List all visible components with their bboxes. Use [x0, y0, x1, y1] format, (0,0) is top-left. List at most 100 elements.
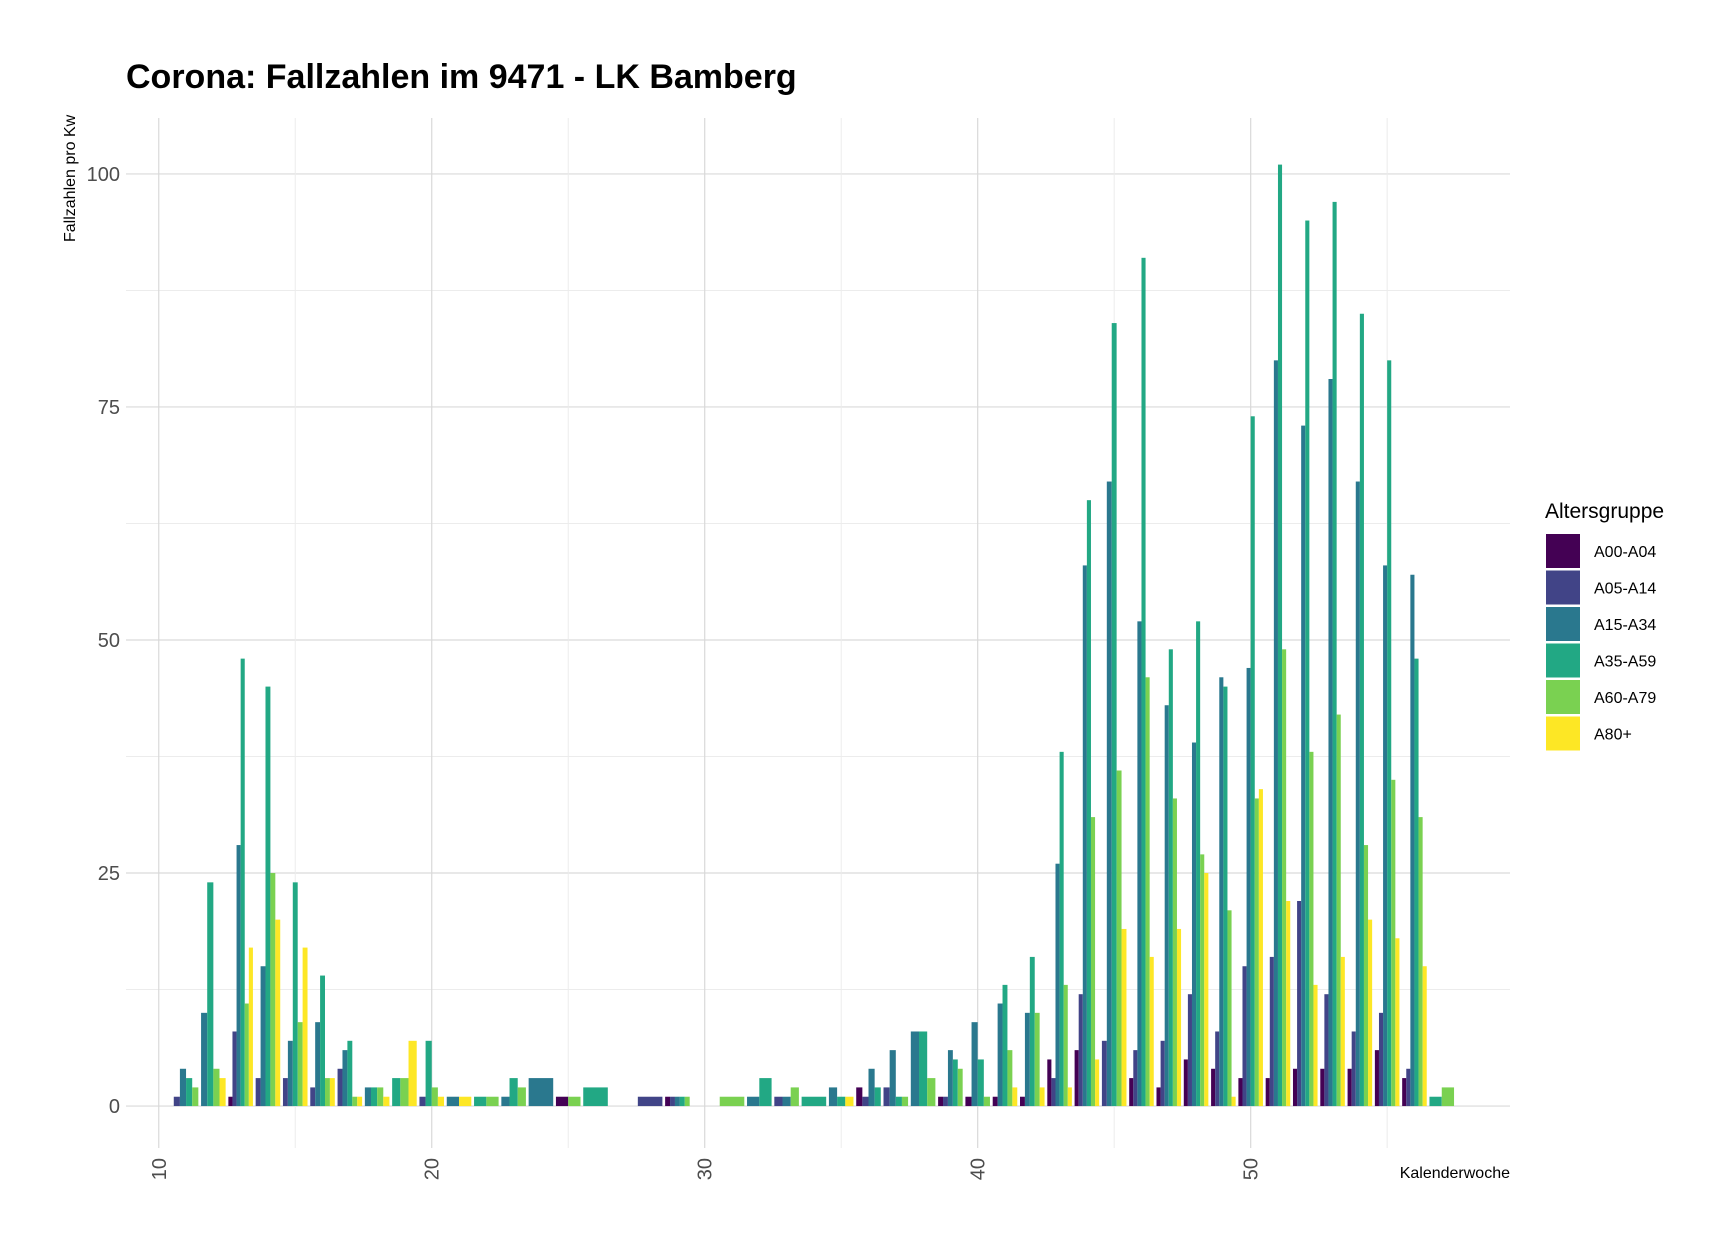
bar-week-51-A15-A34 — [1273, 360, 1278, 1107]
bar-week-16-A15-A34 — [315, 1022, 321, 1107]
bar-week-38-A35-A59 — [919, 1031, 928, 1107]
bar-week-14-A60-A79 — [270, 873, 276, 1107]
bar-week-39-A05-A14 — [943, 1096, 948, 1107]
bar-week-26-A35-A59 — [583, 1087, 608, 1107]
bar-week-49-A35-A59 — [1223, 686, 1228, 1107]
bar-week-13-A80+ — [248, 947, 253, 1107]
bar-week-25-A00-A04 — [555, 1096, 569, 1107]
bar-week-44-A80+ — [1095, 1059, 1100, 1107]
legend-label-A35-A59: A35-A59 — [1594, 654, 1656, 671]
legend-swatch-A35-A59 — [1546, 643, 1580, 678]
bar-week-12-A15-A34 — [201, 1012, 208, 1107]
chart-title: Corona: Fallzahlen im 9471 - LK Bamberg — [126, 58, 797, 96]
bar-week-56-A00-A04 — [1402, 1078, 1407, 1107]
y-axis-ticks: 0 25 50 75 100 — [87, 164, 120, 1118]
bar-week-56-A60-A79 — [1418, 817, 1423, 1107]
bar-week-17-A05-A14 — [337, 1068, 343, 1107]
bar-week-23-A15-A34 — [501, 1096, 510, 1107]
bar-week-44-A15-A34 — [1082, 565, 1087, 1107]
bar-week-40-A15-A34 — [971, 1022, 978, 1107]
bar-week-17-A60-A79 — [352, 1096, 358, 1107]
bar-week-52-A05-A14 — [1297, 900, 1302, 1107]
y-tick-label: 50 — [98, 630, 120, 652]
bar-week-49-A60-A79 — [1227, 910, 1232, 1107]
bar-week-15-A35-A59 — [292, 882, 298, 1107]
bar-week-42-A80+ — [1039, 1087, 1045, 1107]
bar-week-43-A15-A34 — [1055, 863, 1060, 1107]
bar-week-50-A15-A34 — [1246, 667, 1251, 1107]
bar-week-40-A35-A59 — [977, 1059, 984, 1107]
bar-week-35-A80+ — [845, 1096, 854, 1107]
bar-week-13-A15-A34 — [236, 845, 241, 1107]
bar-week-13-A05-A14 — [232, 1031, 237, 1107]
bar-week-47-A35-A59 — [1168, 649, 1173, 1107]
bar-week-37-A15-A34 — [889, 1050, 896, 1107]
legend-label-A00-A04: A00-A04 — [1594, 544, 1656, 561]
bar-week-25-A60-A79 — [568, 1096, 581, 1107]
y-tick-label: 25 — [98, 863, 120, 885]
bar-week-48-A80+ — [1204, 873, 1209, 1107]
bar-week-14-A80+ — [275, 919, 281, 1107]
bar-week-49-A05-A14 — [1215, 1031, 1220, 1107]
bar-week-39-A35-A59 — [952, 1059, 958, 1107]
bar-week-41-A35-A59 — [1002, 984, 1008, 1107]
bar-week-50-A05-A14 — [1242, 966, 1247, 1107]
bar-week-47-A00-A04 — [1156, 1087, 1161, 1107]
bar-week-22-A35-A59 — [474, 1096, 487, 1107]
bar-week-21-A15-A34 — [446, 1096, 460, 1107]
y-tick-label: 0 — [109, 1096, 120, 1118]
bar-week-12-A80+ — [219, 1078, 226, 1107]
bar-week-53-A60-A79 — [1336, 714, 1341, 1107]
bar-week-47-A15-A34 — [1164, 705, 1169, 1107]
bar-week-51-A00-A04 — [1265, 1078, 1270, 1107]
bar-week-55-A05-A14 — [1378, 1012, 1384, 1107]
bar-week-46-A00-A04 — [1129, 1078, 1134, 1107]
bar-week-36-A15-A34 — [868, 1068, 875, 1107]
bar-week-33-A15-A34 — [782, 1096, 791, 1107]
bar-week-50-A00-A04 — [1238, 1078, 1243, 1107]
bar-week-15-A60-A79 — [297, 1022, 303, 1107]
bar-week-33-A60-A79 — [790, 1087, 799, 1107]
bar-week-52-A15-A34 — [1301, 425, 1306, 1107]
x-tick-label: 20 — [422, 1158, 444, 1180]
bar-week-45-A35-A59 — [1111, 323, 1117, 1107]
bar-week-11-A60-A79 — [192, 1087, 199, 1107]
bar-week-43-A00-A04 — [1047, 1059, 1052, 1107]
bar-week-56-A80+ — [1422, 966, 1427, 1107]
legend-swatch-A15-A34 — [1546, 607, 1580, 641]
bar-week-35-A15-A34 — [828, 1087, 838, 1107]
bar-week-53-A00-A04 — [1320, 1068, 1325, 1107]
bar-week-20-A05-A14 — [419, 1096, 426, 1107]
bar-week-23-A35-A59 — [509, 1078, 518, 1107]
bar-week-29-A00-A04 — [665, 1096, 671, 1107]
bar-week-43-A80+ — [1067, 1087, 1072, 1107]
bar-week-23-A60-A79 — [517, 1087, 526, 1107]
bar-week-47-A80+ — [1176, 928, 1182, 1107]
bar-week-41-A15-A34 — [997, 1003, 1003, 1107]
bar-week-29-A35-A59 — [679, 1096, 685, 1107]
bar-week-41-A60-A79 — [1007, 1050, 1013, 1107]
bar-week-52-A60-A79 — [1309, 751, 1314, 1107]
bar-week-37-A35-A59 — [895, 1096, 902, 1107]
bar-week-44-A35-A59 — [1086, 500, 1091, 1107]
y-axis-title: Fallzahlen pro Kw — [62, 114, 79, 242]
bar-week-45-A15-A34 — [1106, 481, 1112, 1107]
bar-week-13-A00-A04 — [228, 1096, 233, 1107]
bar-week-18-A80+ — [383, 1096, 390, 1107]
bar-week-46-A05-A14 — [1133, 1050, 1138, 1107]
bar-week-44-A00-A04 — [1074, 1050, 1079, 1107]
bar-week-55-A80+ — [1395, 938, 1400, 1107]
bar-week-16-A60-A79 — [325, 1078, 330, 1107]
bar-week-20-A35-A59 — [425, 1040, 432, 1107]
legend-label-A15-A34: A15-A34 — [1594, 617, 1656, 634]
bar-week-24-A15-A34 — [528, 1078, 554, 1107]
bar-week-43-A05-A14 — [1051, 1078, 1056, 1107]
bar-week-46-A35-A59 — [1141, 257, 1146, 1107]
bar-week-11-A05-A14 — [173, 1096, 180, 1107]
bar-week-11-A15-A34 — [179, 1068, 187, 1107]
bar-week-54-A35-A59 — [1359, 313, 1364, 1107]
bar-week-36-A35-A59 — [874, 1087, 881, 1107]
bar-week-13-A60-A79 — [244, 1003, 249, 1107]
legend-swatch-A05-A14 — [1546, 570, 1580, 605]
bar-week-45-A60-A79 — [1116, 770, 1122, 1107]
